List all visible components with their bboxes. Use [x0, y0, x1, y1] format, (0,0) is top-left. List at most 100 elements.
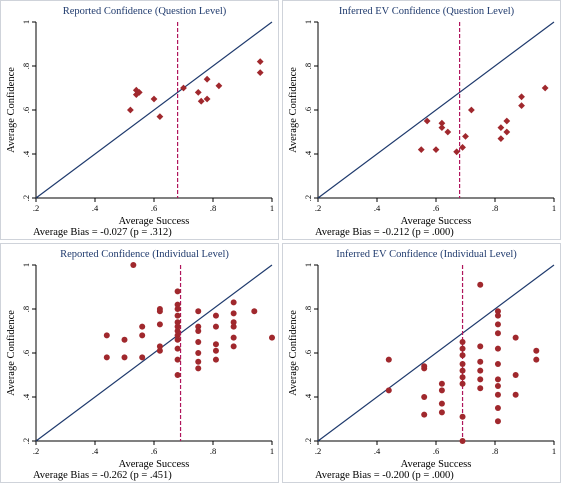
y-tick-label: .4 — [21, 150, 31, 157]
chart-panel-4: Inferred EV Confidence (Individual Level… — [282, 243, 561, 483]
data-point — [503, 117, 511, 125]
data-point — [494, 376, 501, 383]
data-point — [127, 106, 134, 114]
data-point — [230, 319, 237, 326]
y-tick-label: .2 — [303, 195, 313, 201]
data-point — [269, 334, 275, 341]
x-tick-label: 1 — [270, 203, 274, 213]
data-point — [512, 372, 519, 378]
data-point — [256, 69, 264, 76]
data-point — [494, 312, 501, 319]
data-point — [497, 135, 505, 142]
data-point — [503, 128, 511, 136]
x-tick-label: .4 — [374, 446, 381, 456]
data-point — [174, 336, 181, 343]
data-point — [459, 144, 466, 151]
data-point — [494, 383, 501, 389]
data-point — [139, 354, 146, 361]
data-point — [251, 308, 258, 315]
y-tick-label: .8 — [21, 63, 31, 69]
x-axis-title: Average Success — [401, 216, 472, 227]
data-point — [459, 438, 466, 444]
data-point — [121, 336, 128, 343]
diagonal-line — [35, 264, 273, 442]
x-tick-label: .2 — [33, 203, 39, 213]
y-tick-label: .8 — [21, 306, 31, 312]
x-tick-label: .6 — [151, 446, 157, 456]
data-point — [132, 86, 140, 94]
y-tick-label: .2 — [21, 195, 31, 201]
data-point — [230, 299, 237, 306]
data-point — [541, 84, 549, 92]
x-tick-label: 1 — [270, 446, 274, 456]
panel-title: Reported Confidence (Individual Level) — [60, 249, 229, 260]
data-point — [174, 306, 181, 312]
data-point — [256, 58, 264, 65]
data-point — [180, 84, 187, 92]
data-point — [512, 391, 519, 398]
data-point — [103, 354, 110, 361]
data-point — [438, 409, 445, 416]
data-point — [494, 405, 501, 411]
bias-note: Average Bias = -0.212 (p = .000) — [315, 227, 454, 238]
data-point — [438, 119, 446, 127]
data-point — [194, 89, 202, 96]
bias-note: Average Bias = -0.200 (p = .000) — [315, 470, 454, 481]
data-point — [459, 374, 466, 381]
data-point — [438, 380, 445, 387]
data-point — [174, 356, 181, 363]
data-point — [174, 372, 181, 378]
data-point — [212, 312, 219, 319]
data-point — [477, 281, 484, 288]
data-point — [197, 97, 205, 105]
data-point — [212, 323, 219, 330]
data-point — [195, 358, 202, 365]
y-tick-label: .6 — [303, 350, 313, 356]
chart-panel-1: Reported Confidence (Question Level) .2 .4… — [0, 0, 279, 240]
data-point — [385, 387, 392, 394]
data-point — [385, 356, 392, 363]
x-tick-label: .2 — [33, 446, 39, 456]
data-point — [174, 312, 181, 319]
x-tick-label: .2 — [315, 203, 321, 213]
data-point — [477, 376, 484, 383]
data-point — [195, 339, 202, 345]
data-point — [195, 323, 202, 330]
data-point — [444, 128, 452, 136]
data-point — [459, 339, 466, 345]
data-point — [212, 341, 219, 348]
chart-panel-3: Reported Confidence (Individual Level) .2… — [0, 243, 279, 483]
x-tick-label: .6 — [151, 203, 157, 213]
data-point — [423, 117, 431, 125]
data-point — [438, 387, 445, 394]
y-axis-title: Average Confidence — [288, 310, 299, 396]
data-point — [174, 288, 181, 295]
data-point — [135, 89, 143, 96]
data-point — [139, 323, 146, 330]
data-point — [212, 356, 219, 363]
data-point — [453, 148, 461, 156]
data-point — [438, 400, 445, 407]
x-axis-title: Average Success — [119, 459, 190, 470]
y-tick-label: 1 — [21, 263, 31, 267]
data-point — [518, 93, 525, 101]
y-tick-label: .8 — [303, 63, 313, 69]
panel-title: Reported Confidence (Question Level) — [63, 6, 227, 17]
data-point — [230, 310, 237, 317]
data-point — [215, 82, 223, 90]
y-axis-title: Average Confidence — [288, 67, 299, 153]
data-point — [494, 330, 501, 337]
data-point — [494, 308, 501, 315]
panel-title: Inferred EV Confidence (Individual Level… — [336, 249, 517, 260]
y-tick-label: .8 — [303, 306, 313, 312]
data-point — [230, 334, 237, 341]
x-axis-title: Average Success — [119, 216, 190, 227]
data-point — [477, 367, 484, 374]
data-point — [421, 394, 428, 400]
x-axis-title: Average Success — [401, 459, 472, 470]
data-point — [421, 365, 428, 372]
data-point — [132, 91, 140, 98]
x-tick-label: .4 — [92, 203, 99, 213]
data-point — [195, 350, 202, 356]
